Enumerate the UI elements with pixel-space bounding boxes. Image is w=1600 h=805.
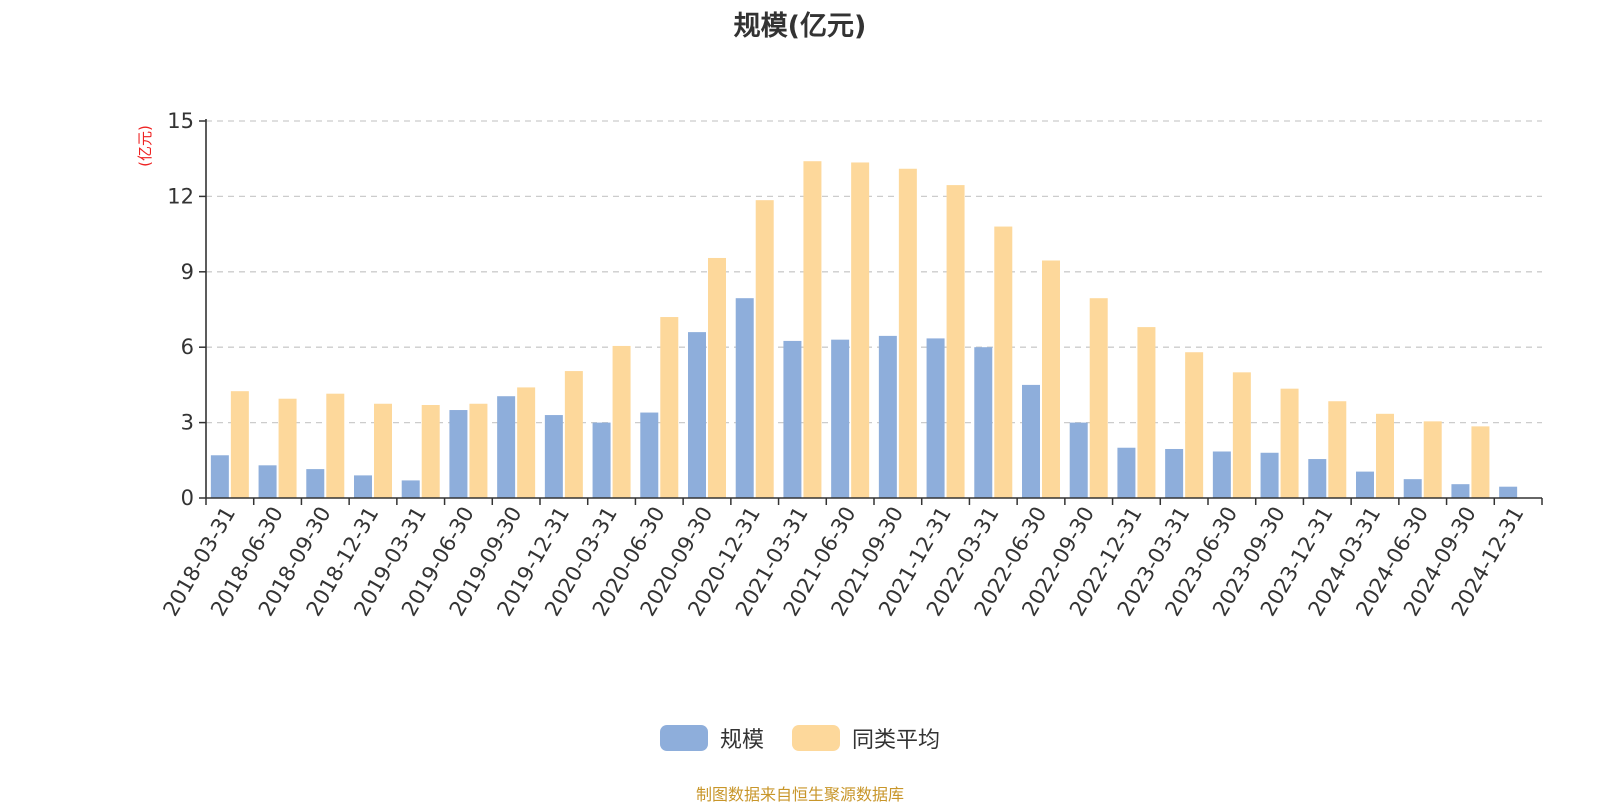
- y-tick-label: 9: [181, 260, 194, 284]
- bar-scale-2024-06-30: [1403, 479, 1422, 498]
- y-tick-label: 15: [167, 109, 194, 133]
- bar-scale-2022-12-31: [1117, 447, 1136, 498]
- bar-peer-average-2024-09-30: [1471, 426, 1490, 498]
- bar-scale-2020-06-30: [640, 412, 659, 498]
- bar-peer-average-2020-03-31: [612, 345, 631, 498]
- bar-peer-average-2020-12-31: [755, 200, 774, 499]
- y-tick-label: 6: [181, 335, 194, 359]
- legend-label-peer-average: 同类平均: [852, 728, 941, 753]
- legend-item-peer-average[interactable]: 同类平均: [792, 722, 940, 754]
- bar-scale-2024-12-31: [1499, 486, 1518, 498]
- bar-peer-average-2021-12-31: [946, 185, 965, 498]
- bar-peer-average-2020-09-30: [708, 257, 726, 498]
- bar-scale-2022-06-30: [1022, 384, 1040, 498]
- bar-scale-2021-09-30: [878, 335, 897, 498]
- bar-peer-average-2018-09-30: [326, 393, 345, 498]
- bar-scale-2020-12-31: [735, 298, 754, 498]
- x-tick-labels: 2018-03-312018-06-302018-09-302018-12-31…: [158, 498, 1543, 620]
- bar-scale-2018-12-31: [354, 475, 372, 498]
- bar-peer-average-2023-12-31: [1328, 401, 1347, 498]
- bar-peer-average-2019-12-31: [564, 371, 583, 498]
- bar-peer-average-2022-09-30: [1089, 298, 1108, 498]
- y-axis-label: (亿元): [136, 125, 154, 167]
- y-tick-label: 12: [167, 184, 194, 208]
- bar-scale-2024-09-30: [1451, 484, 1470, 498]
- bar-scale-2020-03-31: [592, 422, 611, 498]
- source-note: 制图数据来自恒生聚源数据库: [695, 785, 904, 804]
- bar-peer-average-2018-03-31: [230, 391, 249, 498]
- bar-scale-2018-09-30: [306, 469, 325, 498]
- y-tick-labels: 0 3 6 9 12 15: [167, 109, 206, 510]
- bar-scale-2023-03-31: [1165, 448, 1184, 498]
- gridlines: [206, 120, 1542, 424]
- bars: [210, 161, 1518, 499]
- bar-scale-2021-03-31: [783, 340, 802, 498]
- bar-scale-2019-06-30: [449, 410, 468, 498]
- bar-scale-2018-06-30: [258, 465, 277, 498]
- y-tick-label: 0: [181, 486, 194, 510]
- bar-scale-2021-06-30: [831, 339, 850, 498]
- bar-scale-2022-03-31: [974, 347, 993, 498]
- bar-peer-average-2020-06-30: [660, 317, 679, 498]
- bar-scale-2023-12-31: [1308, 459, 1327, 498]
- bar-peer-average-2018-06-30: [278, 398, 297, 498]
- bar-peer-average-2022-06-30: [1042, 260, 1060, 498]
- legend: 规模 同类平均: [0, 722, 1600, 754]
- bar-peer-average-2023-06-30: [1232, 372, 1251, 498]
- bar-scale-2023-06-30: [1212, 451, 1231, 498]
- bar-peer-average-2023-09-30: [1280, 388, 1299, 498]
- bar-peer-average-2021-03-31: [803, 161, 822, 499]
- legend-swatch-peer-average: [792, 725, 840, 751]
- bar-peer-average-2021-09-30: [898, 168, 917, 498]
- bar-scale-2021-12-31: [926, 338, 945, 498]
- bar-scale-2020-09-30: [688, 332, 706, 498]
- y-tick-label: 3: [181, 411, 194, 435]
- bar-peer-average-2019-06-30: [469, 403, 488, 498]
- bar-scale-2023-09-30: [1260, 452, 1279, 498]
- bar-peer-average-2021-06-30: [851, 162, 870, 498]
- bar-scale-2019-03-31: [401, 480, 420, 498]
- bar-peer-average-2023-03-31: [1185, 352, 1204, 498]
- legend-label-scale: 规模: [719, 728, 764, 753]
- bar-peer-average-2022-12-31: [1137, 327, 1156, 498]
- bar-peer-average-2024-03-31: [1376, 413, 1394, 498]
- chart-title: 规模(亿元): [733, 11, 867, 42]
- bar-scale-2024-03-31: [1356, 471, 1374, 498]
- legend-swatch-scale: [659, 725, 708, 751]
- bar-scale-2019-09-30: [497, 396, 516, 498]
- legend-item-scale[interactable]: 规模: [659, 722, 764, 754]
- bar-peer-average-2018-12-31: [374, 403, 392, 498]
- bar-scale-2019-12-31: [544, 415, 563, 498]
- bar-peer-average-2022-03-31: [994, 226, 1013, 498]
- bar-peer-average-2024-06-30: [1423, 421, 1442, 498]
- bar-peer-average-2019-09-30: [517, 387, 536, 498]
- bar-scale-2022-09-30: [1069, 422, 1088, 498]
- bar-scale-2018-03-31: [210, 455, 229, 498]
- bar-peer-average-2019-03-31: [421, 405, 440, 498]
